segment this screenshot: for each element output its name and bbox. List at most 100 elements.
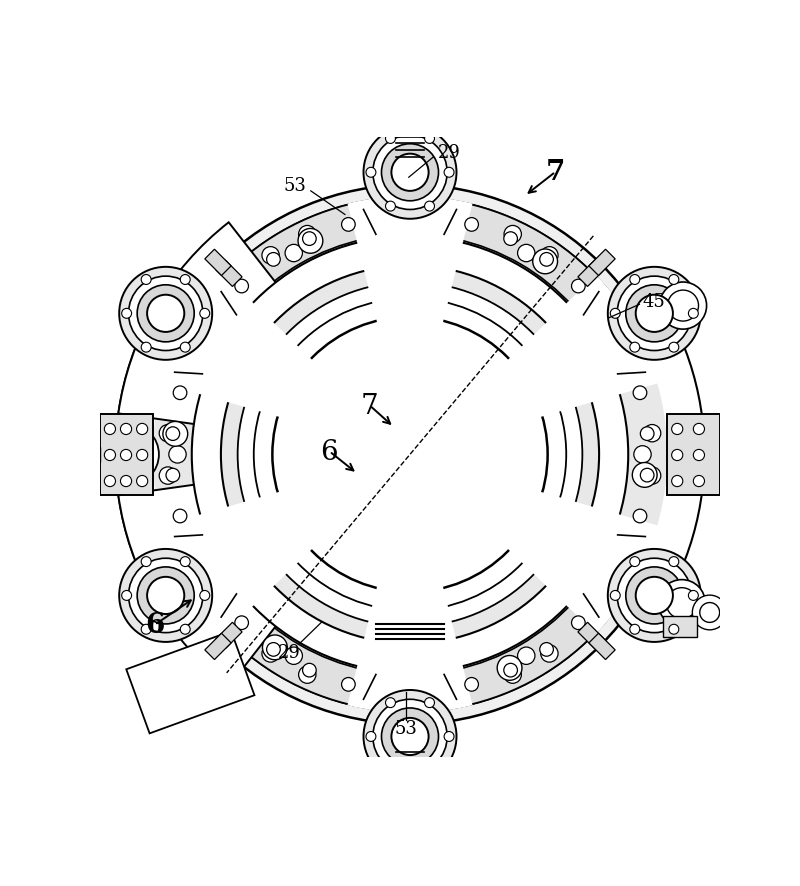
Circle shape: [465, 678, 478, 691]
Wedge shape: [162, 455, 410, 634]
Circle shape: [640, 469, 654, 482]
Wedge shape: [456, 204, 602, 307]
Circle shape: [465, 218, 478, 232]
Bar: [126, 632, 254, 734]
Circle shape: [238, 283, 582, 627]
Text: 45: 45: [642, 293, 665, 311]
Circle shape: [121, 450, 132, 461]
Circle shape: [163, 422, 188, 447]
Circle shape: [122, 309, 131, 319]
Circle shape: [366, 168, 376, 178]
Circle shape: [689, 309, 698, 319]
Circle shape: [200, 591, 210, 601]
Circle shape: [694, 476, 705, 487]
Circle shape: [630, 625, 640, 634]
Text: 7: 7: [546, 159, 566, 186]
Circle shape: [504, 666, 522, 684]
Text: 29: 29: [438, 144, 461, 161]
Circle shape: [153, 198, 667, 711]
Circle shape: [643, 467, 661, 485]
Circle shape: [266, 643, 280, 657]
Circle shape: [254, 299, 566, 611]
Circle shape: [610, 591, 620, 601]
Circle shape: [221, 266, 599, 644]
Circle shape: [425, 135, 434, 144]
Circle shape: [694, 424, 705, 435]
Circle shape: [636, 295, 673, 332]
Circle shape: [106, 432, 150, 478]
Circle shape: [147, 295, 184, 332]
Bar: [589, 633, 615, 660]
Circle shape: [391, 154, 429, 191]
Circle shape: [159, 467, 177, 485]
Wedge shape: [218, 204, 364, 307]
Circle shape: [166, 469, 180, 482]
Wedge shape: [410, 276, 658, 455]
Circle shape: [518, 245, 535, 262]
Circle shape: [262, 247, 279, 265]
Circle shape: [94, 434, 137, 476]
Circle shape: [129, 558, 203, 633]
Circle shape: [425, 766, 434, 775]
Circle shape: [626, 567, 683, 625]
Circle shape: [302, 232, 316, 246]
Bar: [205, 250, 231, 276]
Circle shape: [540, 253, 554, 267]
Circle shape: [640, 427, 654, 441]
Circle shape: [633, 386, 646, 400]
Circle shape: [285, 648, 302, 664]
Circle shape: [192, 237, 628, 672]
Circle shape: [672, 424, 683, 435]
Circle shape: [137, 285, 194, 343]
Circle shape: [689, 591, 698, 601]
Circle shape: [658, 580, 706, 627]
Circle shape: [200, 309, 210, 319]
Circle shape: [632, 463, 657, 488]
Circle shape: [285, 245, 302, 262]
Bar: [667, 415, 720, 495]
Circle shape: [666, 588, 698, 619]
Circle shape: [142, 343, 151, 353]
Circle shape: [444, 732, 454, 742]
Circle shape: [391, 718, 429, 755]
Bar: [216, 623, 242, 649]
Circle shape: [262, 635, 287, 660]
Text: 53: 53: [394, 719, 417, 737]
Circle shape: [169, 447, 186, 463]
Circle shape: [533, 250, 558, 275]
Circle shape: [504, 226, 522, 244]
Circle shape: [610, 309, 620, 319]
Circle shape: [174, 509, 187, 524]
Bar: [216, 260, 242, 287]
Circle shape: [669, 557, 678, 567]
Circle shape: [129, 276, 203, 351]
Circle shape: [140, 185, 680, 724]
Circle shape: [262, 645, 279, 663]
Circle shape: [272, 317, 548, 593]
Circle shape: [104, 424, 115, 435]
Circle shape: [342, 218, 355, 232]
Circle shape: [266, 253, 280, 267]
Circle shape: [180, 557, 190, 567]
Circle shape: [180, 343, 190, 353]
Circle shape: [104, 444, 126, 466]
Circle shape: [137, 567, 194, 625]
Circle shape: [121, 476, 132, 487]
Circle shape: [518, 648, 535, 664]
Circle shape: [667, 291, 698, 322]
Circle shape: [363, 690, 457, 783]
Circle shape: [669, 276, 678, 285]
Circle shape: [137, 450, 148, 461]
Bar: [663, 616, 698, 638]
Bar: [589, 250, 615, 276]
Wedge shape: [347, 455, 473, 713]
Circle shape: [104, 476, 115, 487]
Circle shape: [142, 625, 151, 634]
Circle shape: [630, 276, 640, 285]
Circle shape: [86, 425, 146, 485]
Circle shape: [373, 699, 447, 773]
Bar: [100, 415, 153, 495]
Bar: [720, 447, 734, 462]
Circle shape: [119, 549, 212, 642]
Circle shape: [159, 425, 177, 442]
